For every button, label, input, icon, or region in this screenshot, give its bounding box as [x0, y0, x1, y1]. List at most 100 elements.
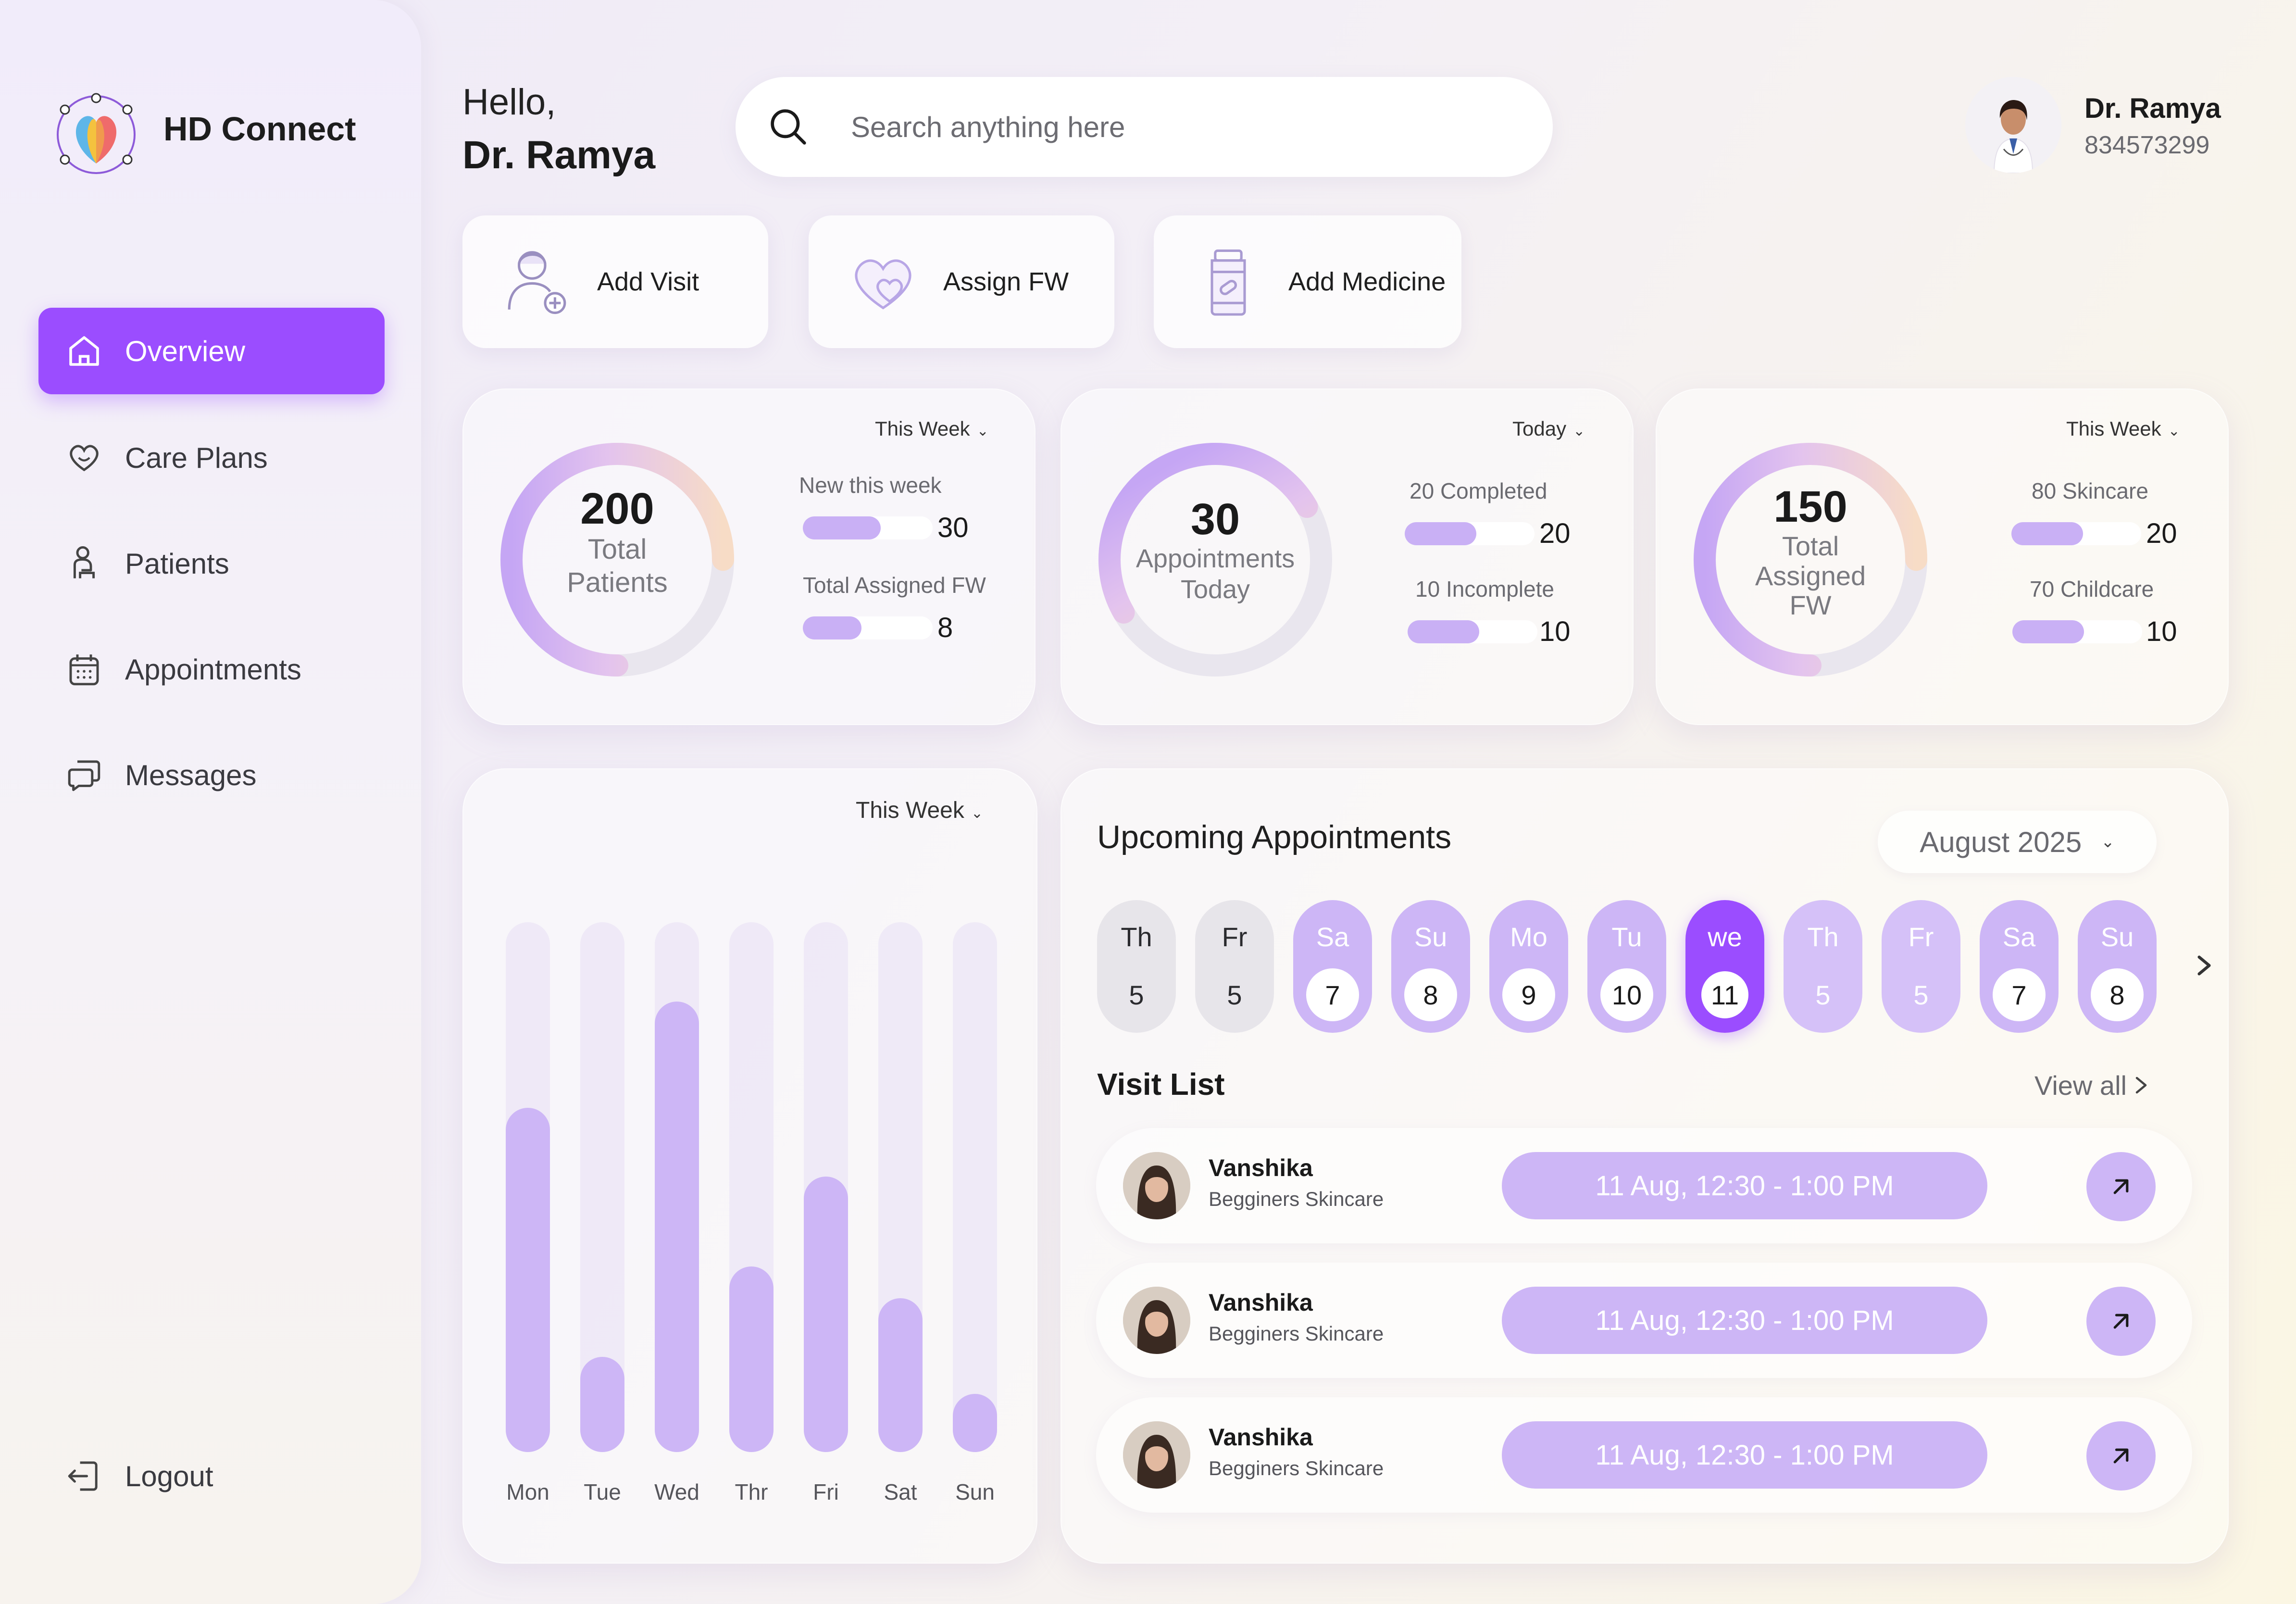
day-name: Th: [1807, 922, 1839, 952]
period-dropdown[interactable]: This Week ⌄: [875, 417, 989, 440]
logout-button[interactable]: Logout: [38, 1433, 385, 1519]
chart-bar[interactable]: [729, 1266, 774, 1452]
add-medicine-button[interactable]: Add Medicine: [1154, 215, 1461, 348]
metric-bar-fill: [803, 516, 881, 539]
view-all-link[interactable]: View all: [2034, 1068, 2156, 1102]
app-name: HD Connect: [163, 110, 356, 148]
metric-value: 10: [2146, 616, 2177, 647]
chart-day-label: Thr: [735, 1479, 768, 1504]
chevron-down-icon: ⌄: [1573, 423, 1585, 439]
arrow-up-right-icon: [2113, 1314, 2129, 1329]
sidebar-item-messages[interactable]: Messages: [38, 732, 385, 818]
sidebar: [0, 0, 421, 1604]
day-name: Sa: [2002, 922, 2036, 952]
greeting: Hello, Dr. Ramya: [462, 77, 655, 183]
day-number: 7: [1306, 968, 1359, 1021]
metric-value: 10: [1539, 616, 1571, 647]
avatar[interactable]: [1965, 77, 2061, 173]
day-number: 5: [1913, 979, 1929, 1010]
stat-value: 30: [1190, 495, 1240, 544]
metric-label: New this week: [799, 473, 942, 498]
day-number: 5: [1129, 979, 1144, 1010]
period-dropdown[interactable]: Today ⌄: [1512, 417, 1585, 440]
stat-label-line: Assigned: [1755, 560, 1866, 591]
metric-bar-fill: [2012, 620, 2084, 643]
stat-label-line: Appointments: [1136, 544, 1295, 574]
chevron-down-icon: ⌄: [971, 805, 983, 821]
visit-row[interactable]: Vanshika Begginers Skincare 11 Aug, 12:30 …: [1096, 1263, 2192, 1378]
chart-day-label: Sun: [955, 1479, 995, 1504]
metric-value: 20: [1539, 518, 1571, 549]
sidebar-item-overview[interactable]: Overview: [38, 308, 385, 394]
date-pill[interactable]: Sa 7: [1980, 900, 2059, 1033]
date-pill[interactable]: Fr 5: [1195, 900, 1274, 1033]
period-label: This Week: [875, 417, 970, 440]
date-pill[interactable]: Su 8: [1391, 900, 1470, 1033]
visit-row[interactable]: Vanshika Begginers Skincare 11 Aug, 12:30 …: [1096, 1128, 2192, 1243]
avatar: [1123, 1152, 1190, 1219]
sidebar-item-care-plans[interactable]: Care Plans: [38, 414, 385, 501]
donut-arc: [500, 443, 734, 677]
search-input[interactable]: [851, 110, 1476, 144]
greeting-name: Dr. Ramya: [462, 133, 656, 177]
assign-fw-button[interactable]: Assign FW: [809, 215, 1114, 348]
date-pill[interactable]: Tu 10: [1587, 900, 1666, 1033]
visit-row[interactable]: Vanshika Begginers Skincare 11 Aug, 12:30 …: [1096, 1397, 2192, 1513]
metric-bar: [803, 616, 933, 639]
date-pill[interactable]: Th 5: [1097, 900, 1176, 1033]
period-label: This Week: [856, 798, 964, 823]
weekly-chart-card: This Week ⌄ Mon Tue Wed Thr Fri Sat Sun: [462, 768, 1037, 1564]
stat-label-line: Total: [1782, 531, 1839, 562]
sidebar-item-label: Patients: [125, 547, 229, 580]
month-selector[interactable]: August 2025 ⌄: [1878, 811, 2157, 873]
chart-bar[interactable]: [580, 1356, 624, 1452]
day-name: Th: [1121, 922, 1152, 952]
visit-name: Vanshika: [1209, 1154, 1313, 1181]
chart-bar[interactable]: [804, 1176, 848, 1452]
medicine-bottle-icon: [1187, 241, 1269, 323]
date-pill[interactable]: Su 8: [2078, 900, 2157, 1033]
period-dropdown[interactable]: This Week ⌄: [856, 797, 983, 824]
visit-name: Vanshika: [1209, 1289, 1313, 1316]
metric-label: Total Assigned FW: [803, 573, 986, 598]
visit-time: 11 Aug, 12:30 - 1:00 PM: [1502, 1152, 1987, 1219]
visit-name: Vanshika: [1209, 1424, 1313, 1451]
date-pill[interactable]: Fr 5: [1882, 900, 1960, 1033]
chart-bar[interactable]: [506, 1107, 550, 1452]
date-pill[interactable]: we 11: [1685, 900, 1764, 1033]
day-number: 8: [2091, 968, 2144, 1021]
period-dropdown[interactable]: This Week ⌄: [2066, 417, 2180, 440]
add-visit-button[interactable]: Add Visit: [462, 215, 768, 348]
open-visit-button[interactable]: [2086, 1421, 2156, 1491]
add-medicine-label: Add Medicine: [1288, 267, 1446, 296]
donut-arc: [1098, 443, 1332, 677]
profile-name: Dr. Ramya: [2084, 93, 2221, 124]
day-number: 7: [1993, 968, 2046, 1021]
next-arrow-icon[interactable]: [2187, 946, 2221, 985]
date-pill[interactable]: Th 5: [1784, 900, 1862, 1033]
open-visit-button[interactable]: [2086, 1152, 2156, 1221]
avatar: [1123, 1287, 1190, 1354]
day-name: Sa: [1316, 922, 1349, 952]
search-bar[interactable]: [736, 77, 1553, 177]
date-pill[interactable]: Mo 9: [1489, 900, 1568, 1033]
sidebar-item-label: Care Plans: [125, 441, 268, 474]
date-pill[interactable]: Sa 7: [1293, 900, 1372, 1033]
stat-value: 150: [1773, 482, 1847, 531]
stat-card-assigned-fw: This Week ⌄ 150 Total Assigned FW 80 Skin…: [1656, 388, 2229, 725]
sidebar-item-patients[interactable]: Patients: [38, 520, 385, 607]
stat-value: 200: [580, 484, 654, 533]
chart-day-label: Tue: [584, 1479, 621, 1504]
add-visit-label: Add Visit: [597, 267, 699, 296]
sidebar-item-appointments[interactable]: Appointments: [38, 626, 385, 713]
metric-label: 20 Completed: [1410, 478, 1547, 503]
chevron-down-icon: ⌄: [976, 423, 989, 439]
visit-program: Begginers Skincare: [1209, 1188, 1384, 1210]
metric-bar-fill: [1408, 620, 1479, 643]
logo-icon: [53, 91, 139, 178]
chart-bar[interactable]: [878, 1298, 923, 1452]
metric-bar: [2012, 620, 2142, 643]
open-visit-button[interactable]: [2086, 1287, 2156, 1356]
chart-bar[interactable]: [953, 1393, 997, 1452]
chart-bar[interactable]: [655, 1002, 699, 1452]
